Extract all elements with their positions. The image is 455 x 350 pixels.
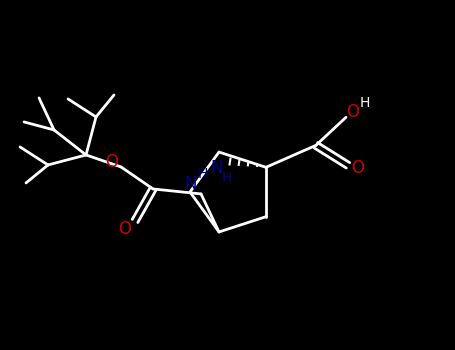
Text: H: H bbox=[360, 96, 370, 110]
Text: O: O bbox=[346, 103, 359, 121]
Text: O: O bbox=[118, 220, 131, 238]
Text: O: O bbox=[106, 153, 118, 171]
Text: N: N bbox=[185, 175, 197, 193]
Text: H: H bbox=[198, 167, 208, 181]
Text: N: N bbox=[211, 159, 223, 177]
Text: O: O bbox=[351, 159, 364, 177]
Text: H: H bbox=[222, 171, 232, 185]
